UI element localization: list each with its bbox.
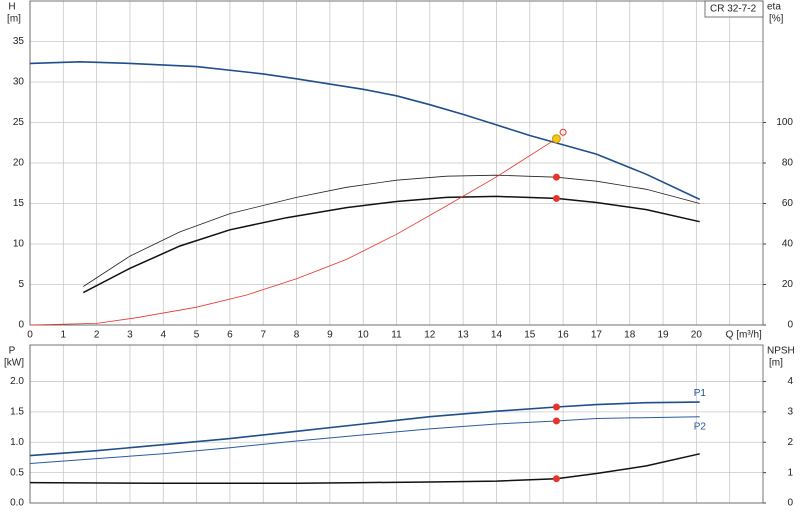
y-axis-label: P [9,346,16,357]
y-tick-label: 10 [13,239,25,250]
y-tick-label: 15 [13,198,25,209]
operating-point [559,128,567,136]
y2-axis-label: eta [767,2,781,13]
y2-tick-label: 1 [787,467,793,478]
y2-tick-label: 80 [782,158,794,169]
y-tick-label: 1.5 [10,406,24,417]
annotation: CR 32-7-2 [710,4,757,15]
x-tick-label: 8 [294,330,300,341]
y2-tick-label: 20 [782,279,794,290]
y-tick-label: 35 [13,36,25,47]
curve [83,174,700,287]
curve [29,453,700,485]
y-tick-label: 2.0 [10,376,24,387]
x-tick-label: 1 [61,330,67,341]
operating-point [552,173,560,181]
x-tick-label: 12 [424,330,436,341]
curve [82,195,700,294]
plot-frame [29,344,764,504]
annotation-box [704,0,764,18]
x-tick-label: 4 [160,330,166,341]
x-tick-label: 6 [227,330,233,341]
x-tick-label: 2 [94,330,100,341]
y2-axis-unit: [m] [769,358,783,369]
y2-tick-label: 3 [787,406,793,417]
y2-tick-label: 2 [787,437,793,448]
y-axis-label: H [8,2,15,13]
x-tick-label: 19 [657,330,669,341]
x-tick-label: 10 [358,330,370,341]
operating-point [552,475,560,483]
x-tick-label: 17 [591,330,603,341]
y-tick-label: 0.0 [10,498,24,509]
curve-label: P1 [694,388,707,399]
x-tick-label: 3 [127,330,133,341]
y2-tick-label: 100 [776,117,793,128]
x-tick-label: 11 [391,330,402,341]
y-tick-label: 5 [18,279,24,290]
x-tick-label: 16 [558,330,570,341]
x-tick-label: Q [m³/h] [726,330,762,341]
y-tick-label: 1.0 [10,437,24,448]
curve [29,138,557,326]
y-tick-label: 30 [13,77,25,88]
operating-point [551,134,561,144]
y-tick-label: 20 [13,158,25,169]
y-axis-unit: [m] [7,14,21,25]
x-tick-label: 18 [624,330,636,341]
y2-tick-label: 0 [787,320,793,331]
y2-tick-label: 0 [787,498,793,509]
curve [29,401,700,457]
x-tick-label: 7 [260,330,266,341]
x-tick-label: 20 [691,330,703,341]
x-tick-label: 14 [491,330,503,341]
operating-point [552,417,560,425]
y-tick-label: 25 [13,117,25,128]
operating-point [552,194,560,202]
x-tick-label: 15 [524,330,536,341]
y2-axis-unit: [%] [769,14,784,25]
x-tick-label: 5 [194,330,200,341]
x-tick-label: 0 [27,330,33,341]
curve [29,60,701,201]
x-tick-label: 9 [327,330,333,341]
y-tick-label: 0 [18,320,24,331]
y-axis-unit: [kW] [4,358,24,369]
y2-tick-label: 4 [787,376,793,387]
curve [29,416,700,464]
plot-frame [29,0,764,326]
y2-axis-label: NPSH [767,346,795,357]
y-tick-label: 0.5 [10,467,24,478]
y2-tick-label: 60 [782,198,794,209]
curve-label: P2 [694,421,707,432]
x-tick-label: 13 [458,330,470,341]
operating-point [552,403,560,411]
y2-tick-label: 40 [782,239,794,250]
